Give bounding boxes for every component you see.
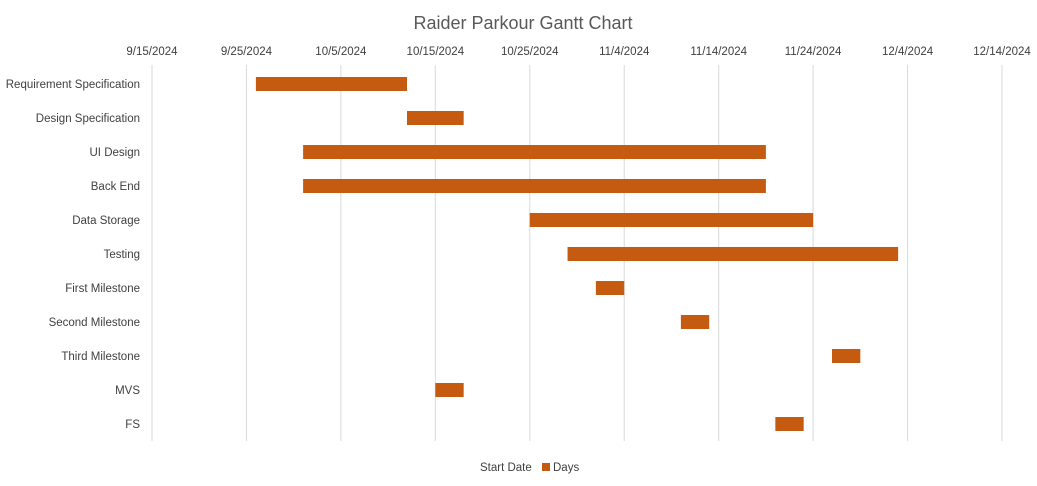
category-label: Back End xyxy=(91,181,140,193)
gantt-bar xyxy=(832,349,861,363)
category-label: Second Milestone xyxy=(49,317,140,329)
gantt-bar xyxy=(680,315,710,329)
category-label: FS xyxy=(125,419,140,431)
x-tick-label: 11/4/2024 xyxy=(599,46,650,58)
category-label: Requirement Specification xyxy=(6,79,140,91)
gantt-bar xyxy=(303,179,766,193)
x-tick-label: 11/24/2024 xyxy=(785,46,842,58)
x-tick-label: 9/25/2024 xyxy=(221,46,273,58)
legend-label-days: Days xyxy=(553,462,579,474)
legend: Start Date Days xyxy=(480,462,579,474)
category-label: Design Specification xyxy=(36,113,140,125)
bars xyxy=(255,77,899,431)
gantt-bar xyxy=(595,281,625,295)
x-tick-label: 12/4/2024 xyxy=(882,46,934,58)
x-axis-ticks: 9/15/2024 9/25/2024 10/5/2024 10/15/2024 10/… xyxy=(126,46,1031,58)
category-label: Data Storage xyxy=(72,215,140,227)
x-tick-label: 9/15/2024 xyxy=(126,46,178,58)
x-tick-label: 10/25/2024 xyxy=(501,46,559,58)
category-label: MVS xyxy=(115,385,140,397)
category-labels: Requirement Specification Design Specific… xyxy=(6,79,141,431)
category-label: First Milestone xyxy=(65,283,140,295)
gantt-bar xyxy=(303,145,766,159)
category-label: Third Milestone xyxy=(61,351,140,363)
x-tick-label: 11/14/2024 xyxy=(690,46,747,58)
x-tick-label: 10/5/2024 xyxy=(315,46,367,58)
gantt-bar xyxy=(407,111,464,125)
legend-swatch-days xyxy=(542,463,550,471)
gantt-bar xyxy=(529,213,814,227)
chart-title: Raider Parkour Gantt Chart xyxy=(413,13,632,33)
category-label: UI Design xyxy=(90,147,141,159)
category-label: Testing xyxy=(104,249,140,261)
gantt-bar xyxy=(567,247,899,261)
gantt-bar xyxy=(255,77,407,91)
gantt-bar xyxy=(775,417,804,431)
x-tick-label: 12/14/2024 xyxy=(973,46,1031,58)
x-tick-label: 10/15/2024 xyxy=(407,46,465,58)
legend-label-start-date: Start Date xyxy=(480,462,532,474)
gantt-bar xyxy=(435,383,464,397)
